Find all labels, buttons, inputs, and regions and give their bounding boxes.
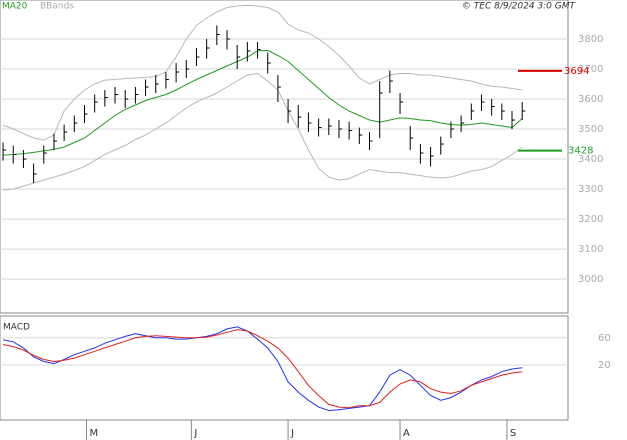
y-tick-label: 3300 <box>578 184 603 195</box>
macd-panel <box>0 315 569 421</box>
macd-line <box>3 326 523 412</box>
price-panel <box>0 0 569 314</box>
y-tick-label: 3200 <box>578 214 603 225</box>
ma20-line <box>3 49 523 156</box>
macd-title: MACD <box>3 323 30 333</box>
x-tick-label: M <box>90 428 99 439</box>
legend-bbands: BBands <box>40 2 74 12</box>
bband-lower <box>3 72 523 191</box>
y-tick-label: 3700 <box>578 64 603 75</box>
x-tick-label: A <box>403 428 410 439</box>
level-label: 3694 <box>564 66 589 77</box>
y-tick-label: 3000 <box>578 274 603 285</box>
y-tick-label: 3800 <box>578 34 603 45</box>
x-tick-label: S <box>510 428 516 439</box>
attribution: © TEC 8/9/2024 3:0 GMT <box>462 2 577 12</box>
y-tick-label: 3500 <box>578 124 603 135</box>
y-tick-label: 20 <box>598 360 611 371</box>
y-tick-label: 3100 <box>578 244 603 255</box>
bband-upper <box>2 4 523 141</box>
x-tick-label: J <box>290 428 294 439</box>
legend-ma20: MA20 <box>2 2 28 12</box>
level-label: 3428 <box>568 146 593 157</box>
x-tick-label: J <box>193 428 197 439</box>
y-tick-label: 3400 <box>578 154 603 165</box>
y-tick-label: 60 <box>598 333 611 344</box>
macd-line <box>2 329 523 409</box>
y-tick-label: 3600 <box>578 94 603 105</box>
